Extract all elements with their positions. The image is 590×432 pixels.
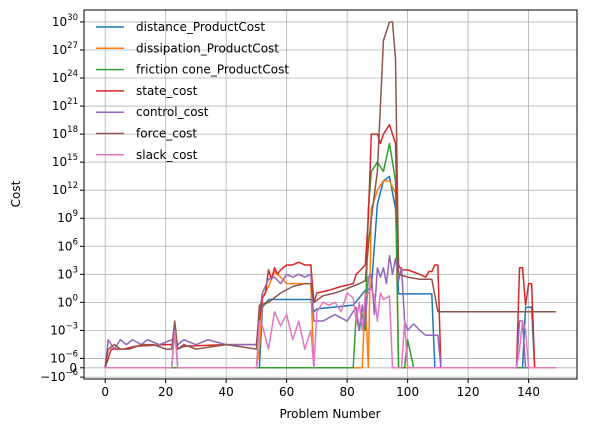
x-tick-label: 60 xyxy=(279,385,294,399)
y-tick-label: 10−3 xyxy=(50,321,78,337)
y-tick-label: −10−6 xyxy=(40,368,78,384)
x-tick-label: 20 xyxy=(158,385,173,399)
y-tick-label: 109 xyxy=(57,209,78,225)
x-tick-label: 80 xyxy=(339,385,354,399)
grid xyxy=(84,10,577,379)
x-axis-label: Problem Number xyxy=(279,407,380,421)
x-tick-label: 100 xyxy=(396,385,419,399)
x-axis-ticks: 0 20 40 60 80 100 120 140 xyxy=(101,379,540,399)
legend-label: dissipation_ProductCost xyxy=(136,41,279,55)
legend-label: slack_cost xyxy=(136,148,198,162)
series-line-force-cost xyxy=(104,21,556,368)
x-tick-label: 40 xyxy=(219,385,234,399)
x-tick-label: 0 xyxy=(101,385,109,399)
y-tick-label: 1024 xyxy=(52,69,78,85)
series-lines xyxy=(104,21,556,369)
y-tick-label: 1030 xyxy=(52,13,78,29)
legend-label: friction cone_ProductCost xyxy=(136,63,289,77)
y-tick-label: 100 xyxy=(57,293,78,309)
y-tick-label: 1018 xyxy=(52,125,78,141)
legend: distance_ProductCost dissipation_ProductC… xyxy=(96,20,289,162)
x-tick-label: 140 xyxy=(517,385,540,399)
y-axis-label: Cost xyxy=(9,180,23,207)
legend-label: force_cost xyxy=(136,127,197,141)
legend-label: control_cost xyxy=(136,105,209,119)
x-tick-label: 120 xyxy=(457,385,480,399)
series-line-state-cost xyxy=(104,124,556,369)
y-tick-label: 106 xyxy=(57,237,78,253)
legend-label: state_cost xyxy=(136,84,198,98)
y-tick-label: 0 xyxy=(69,361,77,375)
y-tick-label: 1021 xyxy=(52,97,78,113)
y-tick-label: 1012 xyxy=(52,181,78,197)
y-tick-label: 10−6 xyxy=(50,349,78,365)
plot-frame xyxy=(83,9,578,380)
y-tick-label: 103 xyxy=(57,265,78,281)
series-line-friction-cone-productcost xyxy=(105,142,556,369)
legend-label: distance_ProductCost xyxy=(136,20,265,34)
y-tick-label: 1015 xyxy=(52,153,78,169)
y-tick-label: 1027 xyxy=(52,41,78,57)
series-line-slack-cost xyxy=(105,287,556,369)
